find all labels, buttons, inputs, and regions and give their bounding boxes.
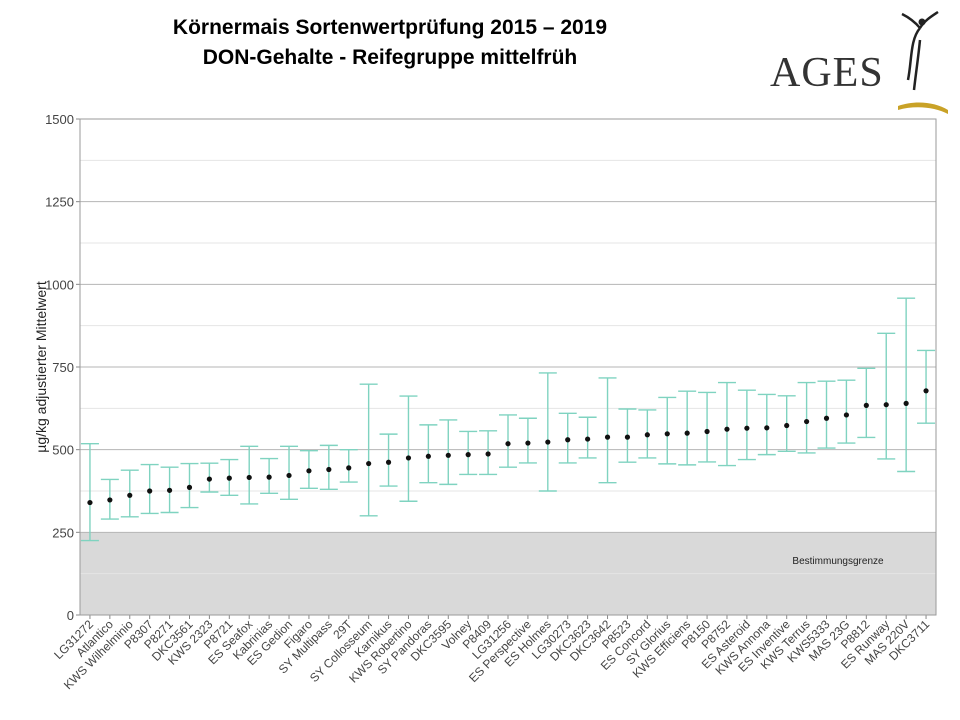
data-point (306, 468, 312, 474)
data-point (147, 488, 153, 494)
swoosh-icon (898, 102, 948, 114)
ages-logo: AGES (770, 10, 948, 114)
data-point (266, 474, 272, 480)
data-point (624, 434, 631, 440)
plot-frame (79, 118, 937, 616)
data-point (246, 474, 252, 481)
data-point (127, 492, 133, 498)
data-point (843, 412, 850, 418)
data-point (465, 452, 471, 458)
data-point (326, 466, 332, 473)
data-point (186, 484, 193, 490)
data-point (425, 453, 431, 459)
data-point (485, 451, 491, 457)
y-tick-label: 0 (67, 608, 74, 623)
data-point (226, 475, 232, 481)
data-point (883, 402, 889, 408)
figure-icon (901, 10, 939, 91)
data-point (565, 437, 571, 443)
data-point (923, 388, 929, 394)
data-point (784, 422, 790, 429)
data-point (166, 487, 173, 493)
data-point (206, 476, 212, 482)
data-point (366, 460, 372, 467)
data-point (664, 431, 670, 437)
data-point (764, 425, 770, 431)
data-point (505, 441, 511, 447)
data-point (704, 428, 710, 435)
data-point (107, 497, 113, 503)
data-point (863, 402, 869, 408)
data-point (286, 472, 292, 479)
y-tick-label: 1250 (45, 195, 74, 210)
chart-title: Körnermais Sortenwertprüfung 2015 – 2019 (172, 16, 608, 39)
data-point (804, 418, 810, 425)
figure-head-icon (918, 18, 926, 26)
y-axis-label: µg/kg adjustierter Mittelwert (33, 281, 49, 453)
y-tick-label: 1000 (45, 277, 74, 292)
data-point (405, 455, 412, 461)
data-point (385, 459, 392, 465)
y-tick-label: 250 (52, 525, 74, 540)
data-point (87, 499, 93, 506)
data-point (445, 452, 451, 458)
data-point (823, 415, 830, 421)
data-point (903, 400, 909, 406)
data-point (644, 432, 650, 438)
y-tick-label: 1500 (45, 112, 74, 127)
ages-logo-text: AGES (770, 50, 884, 96)
y-tick-label: 500 (52, 443, 74, 458)
y-tick-label: 750 (52, 360, 74, 375)
data-point (684, 430, 690, 436)
chart-subtitle: DON-Gehalte - Reifegruppe mittelfrüh (202, 46, 578, 69)
data-point (585, 436, 591, 442)
data-point (545, 439, 551, 445)
data-point (724, 426, 730, 432)
detection-limit-label: Bestimmungsgrenze (792, 556, 884, 567)
data-point (744, 425, 750, 431)
data-point (525, 440, 531, 446)
data-point (346, 465, 352, 471)
data-point (604, 434, 611, 440)
